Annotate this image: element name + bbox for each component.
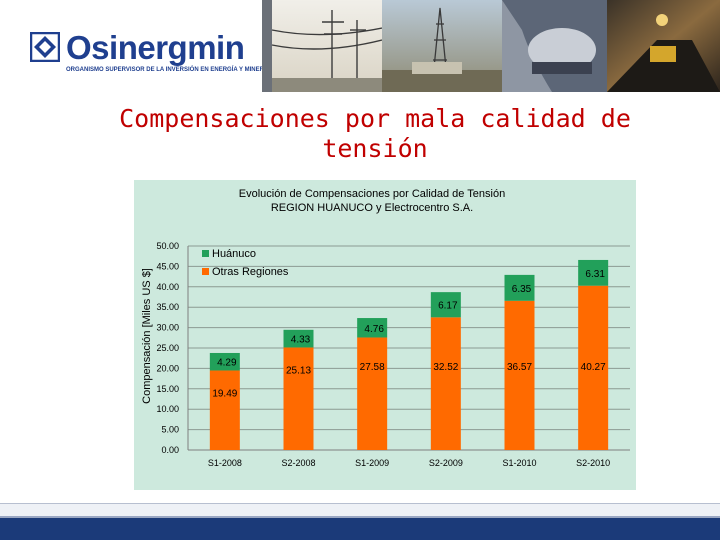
bar-otras-regiones xyxy=(430,317,461,450)
y-axis-label: Compensación [Miles US $] xyxy=(141,268,153,404)
legend-swatch xyxy=(202,250,209,257)
data-label-otras-regiones: 27.58 xyxy=(360,362,385,373)
bars xyxy=(209,259,609,450)
legend-swatch xyxy=(202,268,209,275)
y-tick-label: 30.00 xyxy=(156,323,179,333)
stacked-bar-chart: Evolución de Compensaciones por Calidad … xyxy=(141,188,630,468)
data-label-otras-regiones: 25.13 xyxy=(286,365,311,376)
legend-label: Otras Regiones xyxy=(212,266,289,278)
bar-huanuco xyxy=(578,259,609,286)
bar-huanuco xyxy=(430,292,461,318)
bar-otras-regiones xyxy=(357,337,388,450)
bar-huanuco xyxy=(357,318,388,338)
chart-panel: Evolución de Compensaciones por Calidad … xyxy=(134,180,636,490)
logo-mark-icon xyxy=(30,32,60,62)
gridlines xyxy=(187,245,630,451)
legend: Huánuco Otras Regiones xyxy=(202,248,289,278)
x-tick-label: S2-2009 xyxy=(429,458,463,468)
data-label-otras-regiones: 32.52 xyxy=(433,362,458,373)
data-label-otras-regiones: 40.27 xyxy=(581,362,606,373)
y-tick-label: 5.00 xyxy=(161,425,179,435)
bar-huanuco xyxy=(283,329,314,348)
bar-huanuco xyxy=(209,352,240,371)
bar-otras-regiones xyxy=(504,300,535,450)
footer-divider xyxy=(0,503,720,516)
footer-stripe xyxy=(0,516,720,518)
slide-title: Compensaciones por mala calidad de tensi… xyxy=(119,104,631,163)
chart-title: Evolución de Compensaciones por Calidad … xyxy=(239,188,505,200)
data-label-otras-regiones: 19.49 xyxy=(212,388,237,399)
header-photo-strip xyxy=(262,0,720,92)
x-tick-label: S2-2008 xyxy=(281,458,315,468)
y-tick-label: 20.00 xyxy=(156,363,179,373)
data-label-huanuco: 6.31 xyxy=(585,269,605,280)
chart-subtitle: REGION HUANUCO y Electrocentro S.A. xyxy=(271,202,473,214)
y-tick-label: 25.00 xyxy=(156,343,179,353)
y-tick-label: 40.00 xyxy=(156,282,179,292)
x-tick-labels: S1-2008 S2-2008 S1-2009 S2-2009 S1-2010 S2-20… xyxy=(208,458,610,468)
x-tick-label: S1-2009 xyxy=(355,458,389,468)
y-tick-label: 45.00 xyxy=(156,261,179,271)
y-tick-label: 15.00 xyxy=(156,384,179,394)
data-label-huanuco: 4.33 xyxy=(291,335,311,346)
oil-rig-icon xyxy=(431,7,449,89)
data-label-huanuco: 6.35 xyxy=(512,284,532,295)
y-tick-label: 10.00 xyxy=(156,404,179,414)
brand-name: Osinergmin xyxy=(66,29,245,66)
data-label-otras-regiones: 36.57 xyxy=(507,362,532,373)
y-tick-label: 50.00 xyxy=(156,241,179,251)
power-pylons-icon xyxy=(271,10,383,88)
x-tick-label: S1-2008 xyxy=(208,458,242,468)
x-tick-label: S2-2010 xyxy=(576,458,610,468)
osinergmin-logo: Osinergmin ORGANISMO SUPERVISOR DE LA IN… xyxy=(30,29,270,80)
bar-huanuco xyxy=(504,274,535,301)
footer-bar xyxy=(0,518,720,540)
data-label-huanuco: 6.17 xyxy=(438,301,458,312)
bar-otras-regiones xyxy=(578,285,609,450)
bar-otras-regiones xyxy=(283,347,314,450)
y-tick-label: 0.00 xyxy=(161,445,179,455)
bar-otras-regiones xyxy=(209,370,240,450)
y-tick-label: 35.00 xyxy=(156,302,179,312)
header: Osinergmin ORGANISMO SUPERVISOR DE LA IN… xyxy=(0,0,720,92)
x-tick-label: S1-2010 xyxy=(502,458,536,468)
data-label-huanuco: 4.29 xyxy=(217,358,237,369)
legend-label: Huánuco xyxy=(212,248,256,260)
data-label-huanuco: 4.76 xyxy=(364,324,384,335)
y-tick-labels: 0.00 5.00 10.00 15.00 20.00 25.00 30.00 35.00 40… xyxy=(156,241,179,455)
data-labels: 19.49 4.29 25.13 4.33 27.58 4.76 32.52 6.17 36.5… xyxy=(212,269,606,400)
brand-tagline: ORGANISMO SUPERVISOR DE LA INVERSIÓN EN … xyxy=(66,67,270,73)
